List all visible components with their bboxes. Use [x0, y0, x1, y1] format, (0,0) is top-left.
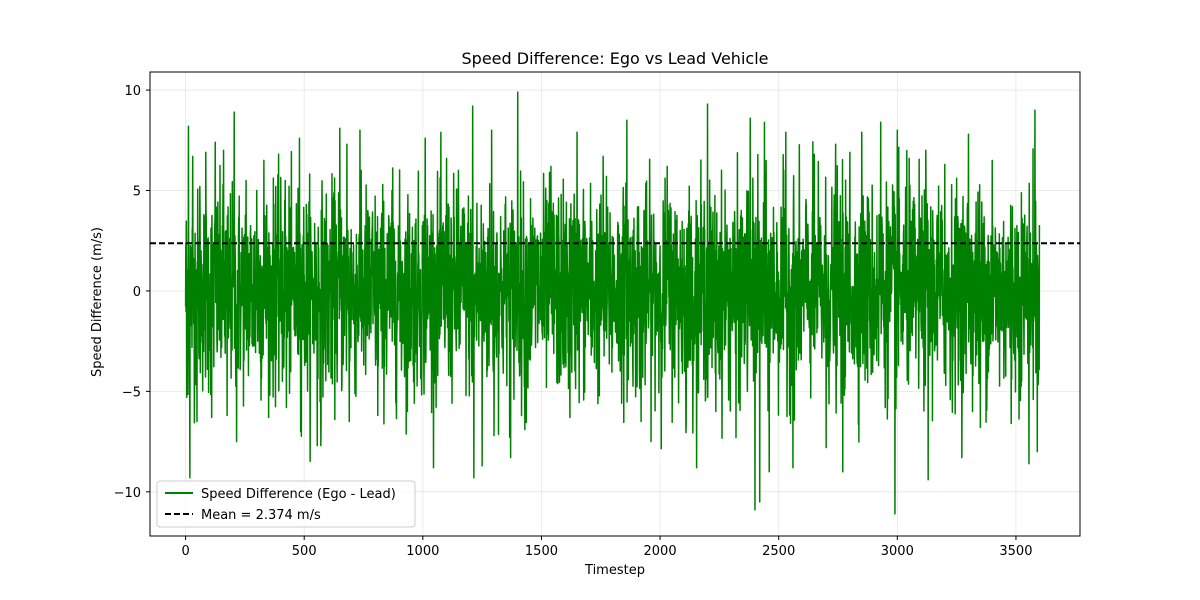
x-tick-label: 3500: [999, 544, 1032, 559]
series-line-speed-difference: [184, 91, 1041, 515]
legend-label-mean: Mean = 2.374 m/s: [201, 508, 321, 523]
legend-box: [156, 480, 416, 528]
y-tick-label: 10: [124, 84, 141, 99]
x-tick-label: 3000: [881, 544, 914, 559]
y-tick-label: 0: [133, 285, 141, 300]
x-axis-title: Timestep: [584, 563, 645, 578]
y-axis-title: Speed Difference (m/s): [90, 227, 105, 377]
x-tick-label: 500: [292, 544, 317, 559]
y-tick-label: −10: [114, 486, 141, 501]
chart-title: Speed Difference: Ego vs Lead Vehicle: [462, 49, 769, 68]
legend: Speed Difference (Ego - Lead) Mean = 2.3…: [156, 480, 416, 528]
x-tick-label: 1000: [406, 544, 439, 559]
plot-frame: [149, 71, 1081, 537]
legend-label-speed-difference: Speed Difference (Ego - Lead): [201, 487, 396, 502]
x-tick-label: 1500: [525, 544, 558, 559]
y-tick-label: 5: [133, 185, 141, 200]
x-tick-label: 2000: [644, 544, 677, 559]
x-tick-label: 2500: [762, 544, 795, 559]
y-tick-label: −5: [122, 385, 141, 400]
x-tick-label: 0: [181, 544, 189, 559]
